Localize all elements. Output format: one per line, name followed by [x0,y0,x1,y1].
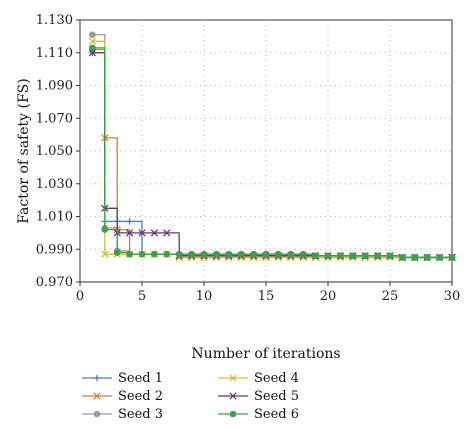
legend-item: Seed 5 [218,389,299,404]
data-point [126,218,133,225]
legend-marker [229,374,237,382]
legend: Seed 1 Seed 2 Seed 3 Seed 4 Seed 5 Seed 6 [82,371,299,422]
y-tick-label: 1.110 [36,46,73,61]
legend-label: Seed 6 [254,407,299,422]
y-tick-label: 1.050 [36,144,73,159]
x-tick-label: 0 [76,289,84,304]
data-point [299,250,307,258]
data-point [361,252,369,260]
y-tick-label: 1.130 [36,13,73,28]
data-point [151,250,158,258]
x-tick-label: 5 [138,289,146,304]
data-point [213,250,220,258]
data-point [423,254,431,261]
legend-marker [229,410,237,418]
data-point [125,229,134,237]
y-tick-label: 1.070 [36,111,73,126]
data-point [275,250,282,258]
data-point [163,229,171,237]
x-tick-label: 25 [382,289,399,304]
grid-lines [80,20,452,282]
legend-marker [93,410,101,418]
data-point [88,37,97,45]
data-point [324,252,332,260]
y-tick-label: 1.030 [36,177,73,192]
legend-marker [93,374,101,382]
x-tick-label: 20 [320,289,337,304]
data-point [150,229,159,237]
y-tick-label: 1.010 [36,210,73,225]
y-axis-ticks: 0.970 0.990 1.010 1.030 1.050 1.070 1.090 1.110… [36,13,80,290]
x-axis-ticks: 0 5 10 15 20 25 30 [76,282,460,304]
data-point [175,250,183,258]
legend-label: Seed 1 [118,371,163,386]
data-point [163,250,171,258]
legend-item: Seed 4 [218,371,299,386]
legend-item: Seed 1 [82,371,163,386]
data-point [89,31,96,39]
data-point [89,44,96,52]
legend-item: Seed 3 [82,407,163,422]
series-6 [89,44,456,261]
data-point [287,250,295,258]
y-tick-label: 0.990 [36,242,73,257]
x-tick-label: 10 [196,289,213,304]
legend-label: Seed 3 [118,407,163,422]
x-tick-label: 30 [444,289,461,304]
data-point [411,254,419,261]
data-point [101,226,109,233]
data-point [436,254,443,261]
data-point [374,252,381,260]
legend-marker [93,392,101,400]
data-point [386,252,394,260]
data-point [262,250,270,258]
data-point [88,49,97,57]
legend-label: Seed 4 [254,371,299,386]
data-point [399,254,406,261]
data-point [113,249,121,256]
data-point [138,229,146,237]
data-point [349,252,357,260]
data-point [337,252,344,260]
data-point [312,252,319,260]
y-axis-title: Factor of safety (FS) [16,78,32,223]
legend-marker [229,392,237,400]
data-point [126,250,133,258]
x-axis-title: Number of iterations [191,346,340,362]
data-point [225,250,233,258]
data-point [237,250,245,258]
data-point [250,250,257,258]
x-tick-label: 15 [258,289,275,304]
y-tick-label: 1.090 [36,79,73,94]
series-layer [88,31,456,262]
data-point [138,250,146,258]
legend-label: Seed 2 [118,389,163,404]
y-tick-label: 0.970 [36,275,73,290]
legend-item: Seed 6 [218,407,299,422]
legend-item: Seed 2 [82,389,163,404]
data-point [101,250,109,258]
data-point [200,250,208,258]
data-point [188,250,195,258]
data-point [448,254,456,261]
legend-label: Seed 5 [254,389,299,404]
